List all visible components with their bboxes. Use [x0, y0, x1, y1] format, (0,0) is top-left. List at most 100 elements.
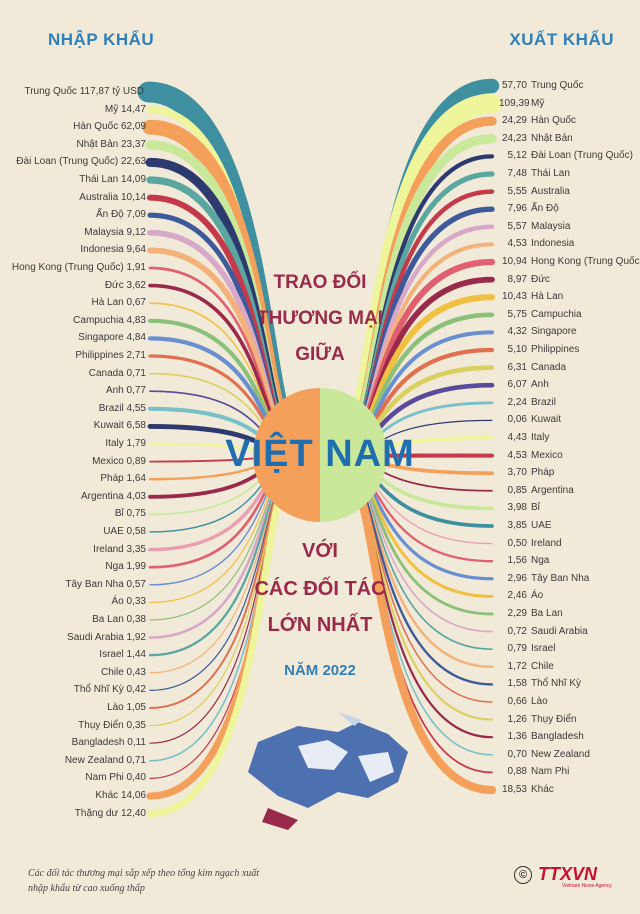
export-value: 1,36	[507, 731, 527, 743]
export-partner: UAE	[531, 520, 552, 531]
export-partner: Đức	[531, 273, 550, 285]
title-line-5: VỚI	[302, 540, 338, 562]
export-label: 6,07 Anh	[496, 379, 549, 391]
export-partner: Malaysia	[531, 220, 571, 232]
export-value: 4,53	[507, 238, 527, 250]
export-value: 6,07	[507, 379, 527, 391]
export-label: 6,31 Canada	[496, 361, 567, 374]
export-partner: Lào	[531, 696, 548, 707]
export-value: 8,97	[507, 273, 527, 285]
export-partner: Nhật Bản	[531, 132, 573, 144]
import-label: Bỉ 0,75	[114, 508, 146, 520]
export-partner: Campuchia	[531, 308, 582, 320]
export-partner: Chile	[531, 660, 554, 672]
export-partner: Israel	[531, 643, 556, 655]
title-year: NĂM 2022	[284, 662, 356, 679]
export-label: 57,70 Trung Quốc	[496, 80, 583, 92]
export-flow	[355, 490, 497, 795]
export-value: 7,96	[507, 203, 527, 215]
circle-import-half	[253, 388, 320, 522]
export-value: 0,06	[507, 414, 527, 426]
export-label: 1,58 Thổ Nhĩ Kỳ	[496, 678, 582, 690]
export-partner: Khác	[531, 784, 554, 795]
export-value: 109,39	[499, 97, 530, 109]
import-label: Tây Ban Nha 0,57	[65, 578, 146, 590]
export-partner: Thổ Nhĩ Kỳ	[531, 678, 582, 690]
export-partner: Philippines	[531, 344, 580, 355]
export-label: 1,36 Bangladesh	[496, 731, 584, 743]
title-line-7: LỚN NHẤT	[267, 614, 373, 636]
export-value: 57,70	[501, 80, 527, 91]
export-label: 4,53 Mexico	[496, 450, 563, 462]
import-label: Nhật Bản 23,37	[76, 138, 147, 150]
export-label: 1,26 Thụy Điển	[496, 714, 577, 726]
import-flow	[149, 480, 281, 692]
import-label: Bangladesh 0,11	[71, 737, 146, 749]
import-label: Brazil 4,55	[98, 402, 146, 414]
export-partner: Anh	[531, 379, 549, 391]
import-label: Thặng dư 12,40	[74, 807, 146, 819]
export-value: 4,43	[507, 432, 527, 443]
export-value: 24,23	[501, 132, 527, 144]
export-partner: Kuwait	[531, 414, 562, 426]
export-partner: Hong Kong (Trung Quốc)	[531, 256, 640, 267]
import-label: Australia 10,14	[79, 191, 146, 203]
export-partner: Tây Ban Nha	[531, 572, 590, 584]
title-line-3: GIỮA	[295, 344, 345, 365]
export-label: 10,94 Hong Kong (Trung Quốc)	[496, 256, 640, 268]
import-flow	[149, 482, 281, 709]
import-label: Hong Kong (Trung Quốc) 1,91	[11, 262, 146, 273]
import-label: Ireland 3,35	[93, 543, 146, 555]
export-partner: Hàn Quốc	[531, 115, 577, 127]
export-label: 5,12 Đài Loan (Trung Quốc)	[496, 150, 633, 162]
export-value: 7,48	[507, 168, 527, 179]
export-partner: Pháp	[531, 467, 555, 479]
export-label: 24,23 Nhật Bản	[496, 133, 573, 145]
export-partner: Hà Lan	[531, 291, 564, 303]
ttxvn-logo: TTXVN	[538, 864, 598, 884]
export-label: 0,88 Nam Phi	[496, 766, 570, 778]
export-partner: Áo	[531, 590, 544, 602]
export-partner: Mexico	[531, 449, 563, 461]
import-label: Áo 0,33	[111, 596, 146, 608]
export-partner: Mỹ	[531, 97, 545, 109]
export-label: 0,50 Ireland	[496, 538, 562, 550]
export-label: 10,43 Hà Lan	[496, 291, 563, 303]
title-line-6: CÁC ĐỐI TÁC	[254, 578, 386, 600]
export-value: 24,29	[501, 115, 527, 127]
export-partner: New Zealand	[531, 748, 590, 760]
export-label: 2,29 Ba Lan	[496, 608, 563, 620]
import-label: Nga 1,99	[105, 561, 146, 573]
export-label: 8,97 Đức	[496, 274, 550, 286]
import-label: Trung Quốc 117,87 tỷ USD	[24, 86, 144, 97]
import-label: Saudi Arabia 1,92	[67, 631, 146, 643]
import-label: Đài Loan (Trung Quốc) 22,63	[16, 156, 146, 168]
export-value: 1,56	[507, 555, 527, 567]
export-value: 5,12	[507, 150, 527, 162]
export-partner: Thụy Điển	[531, 713, 577, 725]
export-value: 0,88	[507, 766, 527, 778]
export-partner: Thái Lan	[531, 168, 570, 179]
export-label: 2,46 Áo	[496, 590, 544, 602]
import-label: Hà Lan 0,67	[91, 297, 147, 309]
import-label: Ấn Độ 7,09	[95, 209, 146, 221]
export-value: 0,50	[507, 537, 527, 549]
export-value: 1,26	[507, 713, 527, 725]
import-label: Nam Phi 0,40	[85, 772, 146, 784]
export-header: XUẤT KHẨU	[509, 30, 614, 49]
export-partner: Ba Lan	[531, 608, 563, 619]
import-label: Lào 1,05	[107, 702, 146, 713]
export-value: 1,58	[507, 678, 527, 690]
import-label: Singapore 4,84	[78, 332, 146, 344]
export-partner: Ireland	[531, 537, 562, 549]
import-label: Khác 14,06	[95, 790, 146, 801]
export-flow	[358, 481, 494, 686]
import-label: Mỹ 14,47	[104, 103, 146, 115]
export-partner: Singapore	[531, 326, 577, 338]
export-label: 18,53 Khác	[496, 784, 554, 796]
title-line-1: TRAO ĐỔI	[273, 272, 367, 293]
export-value: 2,96	[507, 572, 527, 584]
import-label: Pháp 1,64	[100, 473, 146, 485]
export-partner: Canada	[531, 361, 567, 373]
